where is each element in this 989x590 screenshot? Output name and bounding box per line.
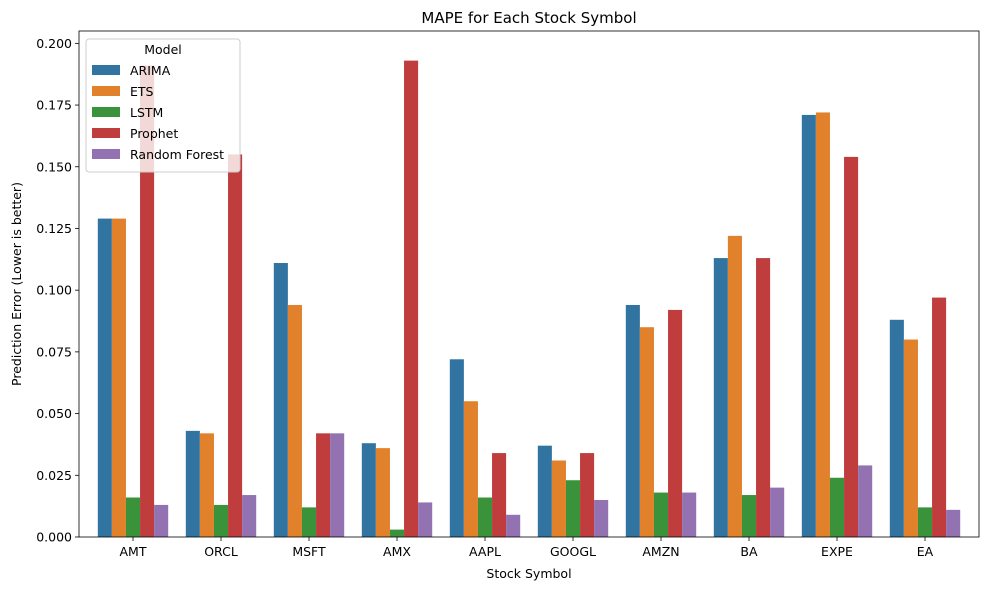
y-tick-label: 0.075 bbox=[36, 344, 72, 359]
bar-prophet-ba bbox=[756, 258, 771, 537]
x-tick-label: AMT bbox=[120, 544, 147, 559]
bar-arima-expe bbox=[801, 114, 816, 538]
bars-group bbox=[97, 60, 961, 538]
y-tick-label: 0.175 bbox=[36, 98, 72, 113]
legend-label: Prophet bbox=[130, 126, 178, 141]
legend-title: Model bbox=[144, 42, 182, 57]
y-tick-label: 0.025 bbox=[36, 468, 72, 483]
bar-prophet-msft bbox=[316, 433, 331, 537]
plot-frame bbox=[78, 30, 980, 538]
bar-ets-ba bbox=[727, 235, 742, 537]
y-tick-label: 0.125 bbox=[36, 221, 72, 236]
bar-ets-amx bbox=[375, 448, 390, 537]
y-tick-label: 0.150 bbox=[36, 159, 72, 174]
bar-arima-amx bbox=[361, 443, 376, 537]
bar-prophet-orcl bbox=[228, 154, 243, 537]
x-tick-label: AMZN bbox=[642, 544, 679, 559]
bar-ets-msft bbox=[287, 304, 302, 537]
x-tick-label: EXPE bbox=[821, 544, 853, 559]
legend-swatch-lstm bbox=[92, 107, 120, 117]
bar-arima-aapl bbox=[449, 359, 464, 537]
chart-title: MAPE for Each Stock Symbol bbox=[421, 9, 636, 27]
bar-lstm-msft bbox=[301, 507, 317, 537]
bar-lstm-orcl bbox=[213, 504, 229, 537]
x-tick-label: MSFT bbox=[292, 544, 326, 559]
y-tick-label: 0.100 bbox=[36, 283, 72, 298]
bar-lstm-amt bbox=[125, 497, 141, 537]
y-tick-label: 0.200 bbox=[36, 36, 72, 51]
bar-lstm-aapl bbox=[477, 497, 493, 537]
bar-lstm-ba bbox=[741, 495, 757, 537]
bar-ets-expe bbox=[815, 112, 830, 537]
bar-random-forest-aapl bbox=[506, 514, 521, 537]
bar-arima-msft bbox=[273, 263, 288, 537]
legend: Model ARIMA ETS LSTM Prophet Random Forest bbox=[85, 38, 241, 173]
bar-random-forest-amt bbox=[154, 504, 169, 537]
x-tick-label: EA bbox=[917, 544, 934, 559]
bar-arima-orcl bbox=[185, 430, 200, 537]
bar-random-forest-amx bbox=[418, 502, 433, 537]
bar-arima-ea bbox=[889, 319, 904, 537]
legend-swatch-random-forest bbox=[92, 149, 120, 159]
bar-ets-googl bbox=[551, 460, 566, 537]
legend-label: ARIMA bbox=[130, 63, 171, 78]
bar-lstm-googl bbox=[565, 480, 581, 537]
legend-swatch-arima bbox=[92, 65, 120, 75]
bar-ets-amzn bbox=[639, 327, 654, 537]
legend-swatch-ets bbox=[92, 86, 120, 96]
bar-random-forest-orcl bbox=[242, 495, 257, 537]
y-axis-title: Prediction Error (Lower is better) bbox=[9, 182, 24, 386]
bar-prophet-expe bbox=[844, 156, 859, 537]
bar-prophet-amt bbox=[140, 65, 155, 537]
bar-arima-ba bbox=[713, 258, 728, 537]
bar-ets-amt bbox=[111, 218, 126, 537]
x-tick-label: AAPL bbox=[469, 544, 501, 559]
bar-prophet-googl bbox=[580, 453, 595, 537]
legend-label: ETS bbox=[130, 84, 154, 99]
bar-random-forest-amzn bbox=[682, 492, 697, 537]
x-tick-label: ORCL bbox=[204, 544, 238, 559]
bar-arima-amzn bbox=[625, 304, 640, 537]
y-axis: 0.000 0.025 0.050 0.075 0.100 0.125 0.150 0.175… bbox=[36, 36, 79, 545]
legend-label: LSTM bbox=[130, 105, 163, 120]
bar-arima-amt bbox=[97, 218, 112, 537]
bar-ets-orcl bbox=[199, 433, 214, 537]
legend-swatch-prophet bbox=[92, 128, 120, 138]
bar-prophet-amzn bbox=[668, 309, 683, 537]
x-tick-label: BA bbox=[740, 544, 758, 559]
bar-random-forest-expe bbox=[858, 465, 873, 537]
bar-lstm-ea bbox=[917, 507, 933, 537]
bar-random-forest-msft bbox=[330, 433, 345, 537]
bar-prophet-amx bbox=[404, 60, 419, 538]
y-tick-label: 0.000 bbox=[36, 530, 72, 545]
bar-lstm-amzn bbox=[653, 492, 669, 537]
bar-random-forest-googl bbox=[594, 499, 609, 537]
y-tick-label: 0.050 bbox=[36, 406, 72, 421]
bar-lstm-expe bbox=[829, 477, 845, 537]
bar-random-forest-ea bbox=[946, 509, 961, 537]
x-tick-label: GOOGL bbox=[550, 544, 596, 559]
bar-ets-aapl bbox=[463, 401, 478, 537]
bar-random-forest-ba bbox=[770, 487, 785, 537]
bar-prophet-aapl bbox=[492, 453, 507, 537]
legend-label: Random Forest bbox=[130, 147, 224, 162]
x-axis-title: Stock Symbol bbox=[486, 566, 571, 581]
bar-ets-ea bbox=[903, 339, 918, 537]
x-axis: AMT ORCL MSFT AMX AAPL GOOGL AMZN BA EXPE EA bbox=[120, 537, 934, 559]
legend-box bbox=[85, 38, 241, 173]
x-tick-label: AMX bbox=[383, 544, 411, 559]
bar-lstm-amx bbox=[389, 529, 405, 537]
bar-arima-googl bbox=[537, 445, 552, 537]
bar-prophet-ea bbox=[932, 297, 947, 537]
